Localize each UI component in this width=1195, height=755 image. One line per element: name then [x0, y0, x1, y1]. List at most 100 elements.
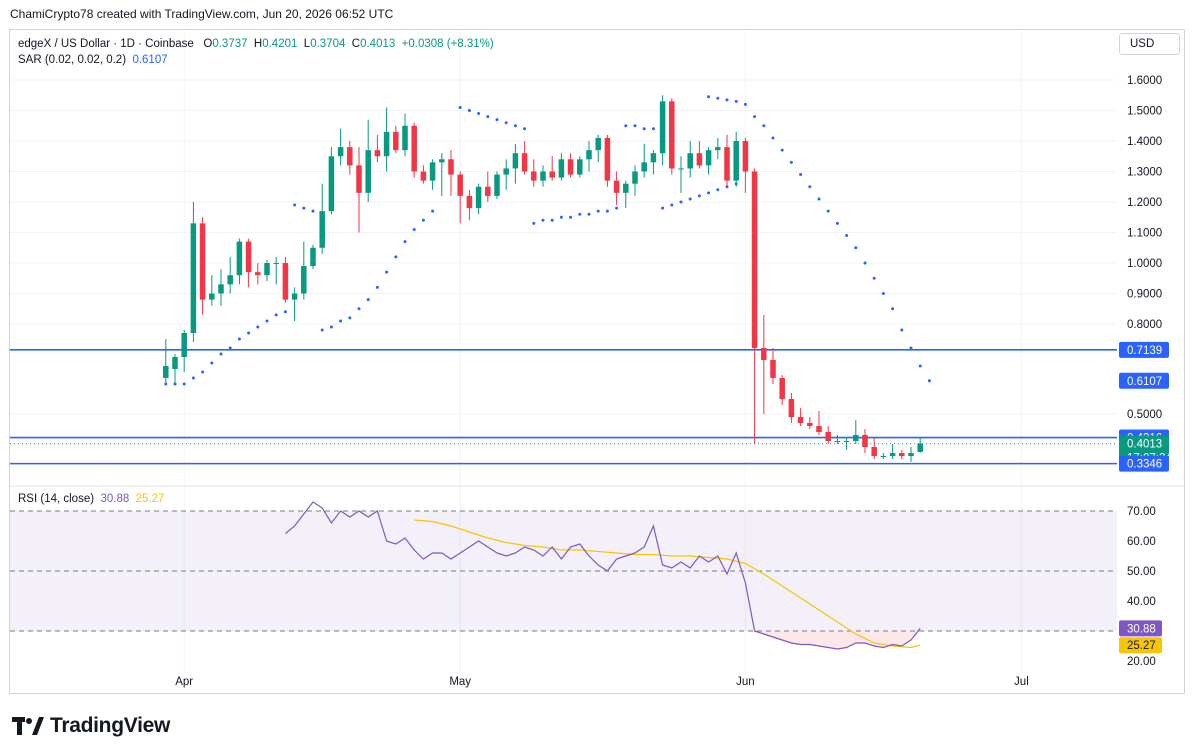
- candle: [825, 426, 831, 444]
- candle: [245, 238, 252, 288]
- candle: [273, 256, 279, 285]
- candle: [255, 263, 261, 285]
- sar-dot: [348, 316, 352, 320]
- sar-dot: [320, 328, 324, 332]
- candle-body: [356, 165, 362, 193]
- candle: [899, 450, 905, 459]
- sar-dot: [651, 127, 655, 131]
- candle-body: [797, 417, 804, 423]
- candle: [687, 141, 693, 178]
- sar-dot: [743, 102, 747, 106]
- candle: [843, 438, 850, 450]
- candle-body: [365, 150, 371, 193]
- sar-dot: [615, 206, 619, 210]
- rsi-tick-label: 20.00: [1127, 656, 1156, 668]
- candle: [678, 156, 684, 193]
- sar-dot: [909, 346, 913, 350]
- candle: [466, 189, 473, 221]
- price-tick-label: 1.5000: [1127, 106, 1162, 118]
- sar-dot: [624, 124, 628, 128]
- candle-body: [172, 357, 178, 369]
- sar-dot: [403, 240, 407, 244]
- sar-dot: [845, 234, 849, 238]
- candle: [659, 95, 666, 166]
- candle-body: [586, 150, 592, 160]
- candle-body: [291, 293, 298, 300]
- candle-body: [521, 153, 528, 172]
- symbol-label[interactable]: edgeX / US Dollar · 1D · Coinbase: [18, 38, 194, 50]
- price-axis-tag: 0.6107: [1119, 372, 1169, 389]
- sar-dot: [486, 115, 490, 119]
- sar-dot: [210, 361, 214, 365]
- rsi-ma-value: 25.27: [135, 493, 165, 505]
- candle-body: [908, 453, 914, 456]
- candle-body: [209, 293, 215, 300]
- close-label: C: [351, 38, 361, 50]
- candle-body: [751, 171, 758, 348]
- high-value: 0.4201: [262, 38, 298, 50]
- sar-dot: [854, 246, 858, 250]
- candle: [733, 131, 739, 187]
- sar-dot: [339, 319, 343, 323]
- sar-dot: [826, 209, 830, 213]
- price-tick-label: 1.3000: [1127, 167, 1162, 179]
- candle: [761, 314, 767, 414]
- candle-body: [724, 147, 730, 181]
- rsi-label[interactable]: RSI (14, close): [18, 493, 95, 505]
- sar-dot: [578, 212, 582, 216]
- candle: [163, 339, 169, 384]
- candle: [586, 141, 592, 172]
- price-tick-label: 1.4000: [1127, 136, 1162, 148]
- candle: [291, 287, 298, 321]
- sar-label[interactable]: SAR (0.02, 0.02, 0.2): [18, 54, 127, 66]
- candle-body: [862, 435, 868, 447]
- price-tick-label: 1.6000: [1127, 75, 1162, 87]
- candle-body: [512, 153, 519, 169]
- price-tag-background: [1119, 372, 1169, 389]
- sar-dot: [707, 95, 711, 99]
- candle: [613, 171, 620, 206]
- candle: [503, 159, 509, 190]
- candle: [577, 156, 583, 178]
- candle: [623, 180, 629, 209]
- candle-body: [678, 168, 684, 170]
- candle-series: [163, 95, 923, 462]
- candle: [549, 156, 555, 181]
- sar-dot: [670, 203, 674, 207]
- sar-dot: [366, 298, 370, 302]
- sar-dot: [357, 307, 361, 311]
- sar-dot: [532, 221, 536, 225]
- candle-body: [457, 174, 463, 196]
- candle-body: [475, 186, 482, 209]
- candle-body: [190, 223, 197, 333]
- sar-dot: [679, 200, 683, 204]
- rsi-tick-label: 70.00: [1127, 506, 1156, 518]
- candle-body: [549, 171, 555, 178]
- candle: [779, 375, 785, 405]
- candle-body: [632, 171, 638, 184]
- sar-dot: [872, 276, 876, 280]
- candle: [521, 141, 528, 175]
- sar-dot: [891, 307, 895, 311]
- candle: [742, 137, 749, 193]
- price-tick-label: 0.9000: [1127, 289, 1162, 301]
- currency-button[interactable]: USD: [1119, 33, 1180, 55]
- time-axis-label: Apr: [175, 676, 193, 688]
- price-axis-tag: 0.7139: [1119, 341, 1169, 358]
- sar-dot: [182, 382, 186, 386]
- candle-body: [917, 443, 923, 452]
- candle: [319, 183, 325, 254]
- rsi-tick-label: 40.00: [1127, 596, 1156, 608]
- sar-dot: [219, 352, 223, 356]
- sar-dot: [753, 115, 757, 119]
- sar-dot: [587, 212, 591, 216]
- sar-dot: [716, 188, 720, 192]
- candle: [908, 447, 914, 462]
- sar-dot: [385, 270, 389, 274]
- sar-dot: [495, 118, 499, 122]
- candle-body: [742, 141, 749, 172]
- sar-dot: [293, 203, 297, 207]
- candle: [558, 153, 565, 181]
- candle: [705, 147, 712, 175]
